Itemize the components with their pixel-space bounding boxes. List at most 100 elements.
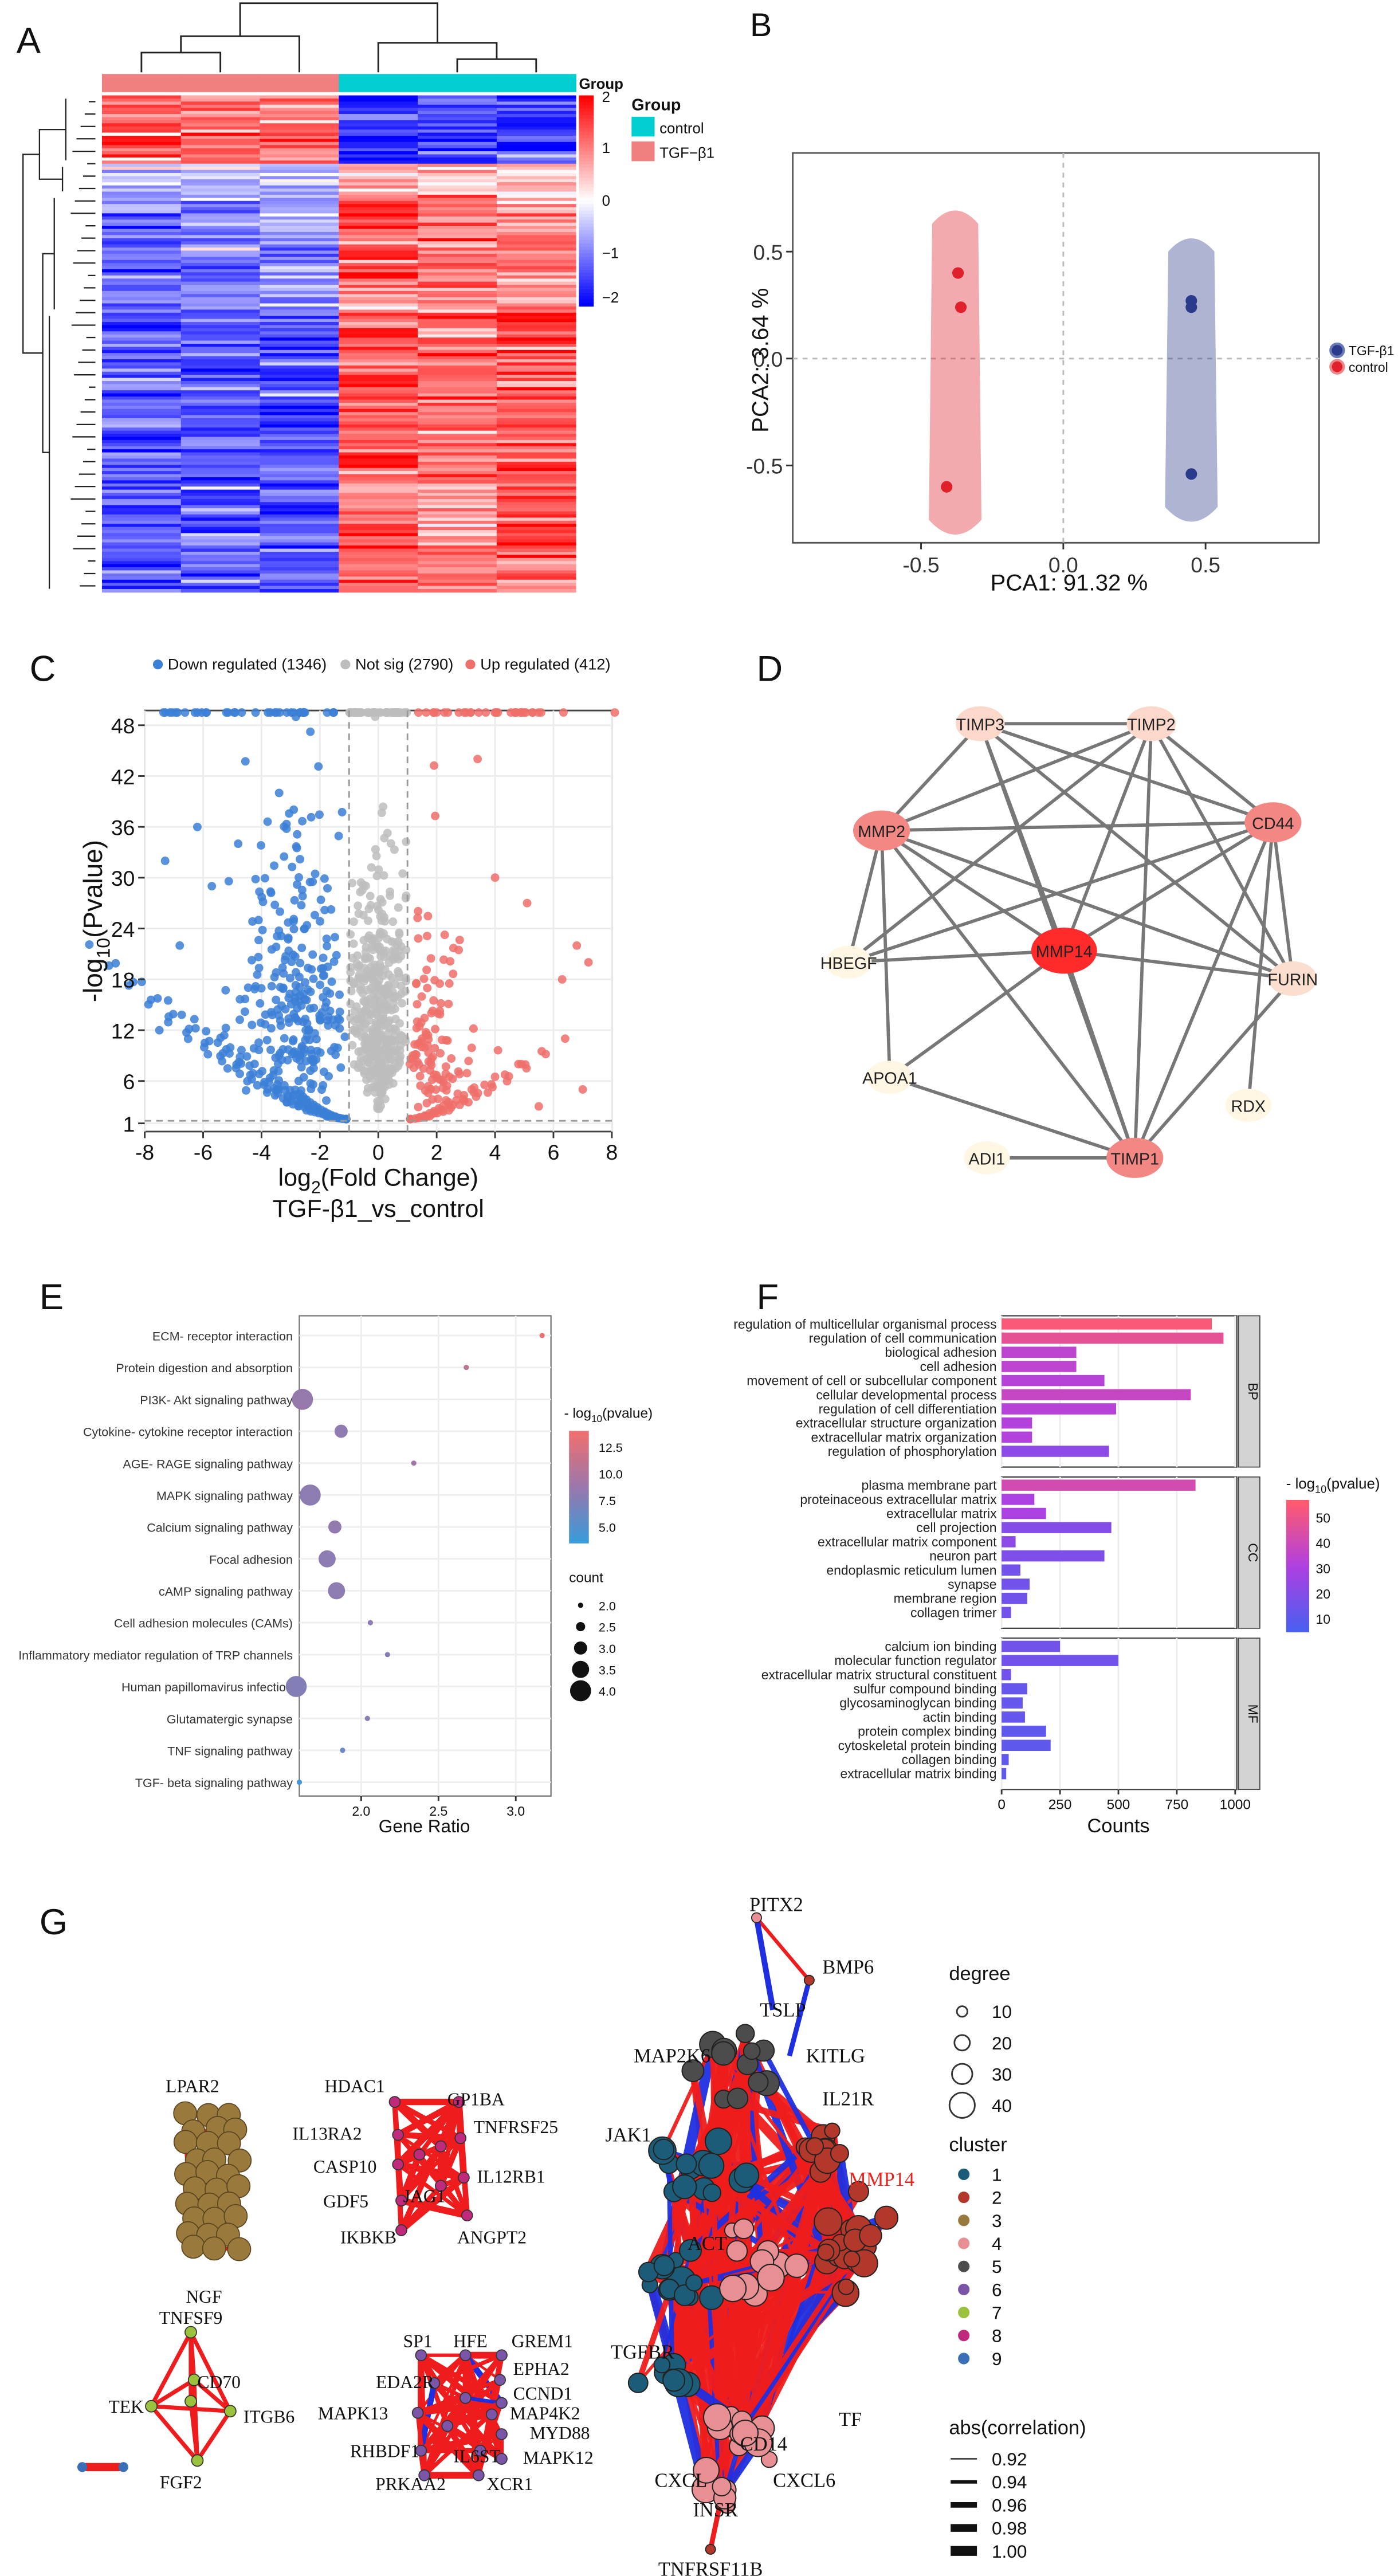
heatmap-cell (180, 244, 261, 248)
heatmap-cell (101, 135, 182, 140)
volcano-point-down (324, 1012, 333, 1022)
volcano-point-down (306, 727, 315, 736)
heatmap-cell (339, 98, 418, 103)
heatmap-cell (180, 281, 261, 285)
module-magenta (388, 2096, 473, 2236)
heatmap-cell (496, 424, 576, 429)
volcano-point-down (272, 995, 281, 1004)
heatmap-cell (418, 362, 497, 366)
pathway-label: MAPK signaling pathway (156, 1489, 293, 1503)
heatmap-cell (339, 95, 418, 99)
heatmap-cell (339, 493, 418, 497)
network-node (191, 2454, 204, 2467)
volcano-point-down (300, 1044, 309, 1054)
heatmap-cell (101, 480, 182, 484)
volcano-point-notsig (396, 1052, 405, 1061)
heatmap-cell (101, 244, 182, 248)
panel-f-label: F (756, 1277, 779, 1317)
heatmap-cell (180, 201, 261, 205)
heatmap-cell (496, 536, 576, 540)
heatmap-cell (339, 443, 418, 447)
heatmap-cell (496, 306, 576, 311)
heatmap-cell (180, 371, 261, 376)
heatmap-cell (260, 524, 340, 528)
volcano-point-up (559, 708, 568, 717)
heatmap-cell (496, 185, 576, 189)
color-legend-step (1286, 1522, 1309, 1527)
heatmap-cell (496, 483, 576, 488)
volcano-point-notsig (346, 999, 355, 1008)
heatmap-cell (180, 402, 261, 407)
network-node (679, 2239, 702, 2262)
heatmap-cell (418, 182, 497, 186)
heatmap-cell (101, 564, 182, 568)
heatmap-cell (101, 548, 182, 552)
x-tick-label: 0.5 (1191, 553, 1220, 577)
heatmap-cell (496, 278, 576, 282)
heatmap-cell (496, 347, 576, 351)
pathway-dot (328, 1582, 345, 1600)
color-scale-step (579, 105, 594, 109)
heatmap-cell (260, 402, 340, 407)
heatmap-cell (339, 322, 418, 326)
facet-strip-label: MF (1246, 1705, 1260, 1723)
volcano-point-up (519, 708, 528, 717)
volcano-point-up (447, 1054, 456, 1063)
heatmap-cell (418, 337, 497, 341)
go-term-label: cytoskeletal protein binding (838, 1738, 997, 1753)
heatmap-cell (101, 465, 182, 469)
heatmap-cell (339, 238, 418, 242)
node-label: MAPK12 (523, 2448, 594, 2468)
volcano-point-up (610, 708, 619, 717)
heatmap-cell (101, 257, 182, 261)
heatmap-cell (101, 204, 182, 208)
volcano-point-up (536, 708, 545, 717)
x-axis-label-tail: (Fold Change) (321, 1164, 478, 1192)
network-edge (189, 2401, 200, 2461)
go-term-label: cellular developmental process (816, 1387, 996, 1402)
volcano-point-down (311, 869, 320, 878)
volcano-point-down (235, 1069, 244, 1078)
heatmap-cell (180, 570, 261, 574)
heatmap-cell (339, 272, 418, 276)
heatmap-cell (260, 496, 340, 500)
heatmap-cell (339, 576, 418, 580)
heatmap-cell (418, 570, 497, 574)
heatmap-cell (101, 424, 182, 429)
network-node (434, 2140, 447, 2153)
heatmap-cell (339, 415, 418, 419)
color-scale-step (579, 164, 594, 168)
group-annotation-cell (339, 74, 419, 92)
heatmap-cell (180, 458, 261, 462)
heatmap-cell (496, 567, 576, 571)
volcano-point-notsig (348, 1040, 357, 1050)
heatmap-cell (496, 545, 576, 549)
heatmap-cell (101, 483, 182, 488)
volcano-point-down (292, 880, 301, 889)
heatmap-cell (260, 167, 340, 171)
heatmap-cell (180, 207, 261, 211)
y-axis-label-main: -log (78, 959, 108, 1003)
heatmap-cell (339, 182, 418, 186)
volcano-point-up (578, 1085, 587, 1094)
heatmap-cell (496, 182, 576, 186)
heatmap-cell (496, 368, 576, 372)
x-tick-label: 2 (431, 1140, 443, 1164)
volcano-point-up (430, 976, 439, 985)
heatmap-cell (339, 334, 418, 338)
ppi-edge (1062, 950, 1137, 1159)
heatmap-cell (339, 468, 418, 472)
color-scale-step (579, 253, 594, 257)
heatmap-cell (496, 551, 576, 556)
heatmap-cell (180, 465, 261, 469)
heatmap-cell (418, 340, 497, 344)
heatmap-cell (418, 573, 497, 578)
heatmap-cell (180, 452, 261, 456)
volcano-point-down (164, 1018, 173, 1027)
color-scale-step (579, 128, 594, 132)
heatmap-cell (101, 198, 182, 202)
heatmap-cell (339, 570, 418, 574)
heatmap-cell (180, 129, 261, 133)
heatmap-cell (339, 142, 418, 146)
network-node (627, 2372, 649, 2393)
